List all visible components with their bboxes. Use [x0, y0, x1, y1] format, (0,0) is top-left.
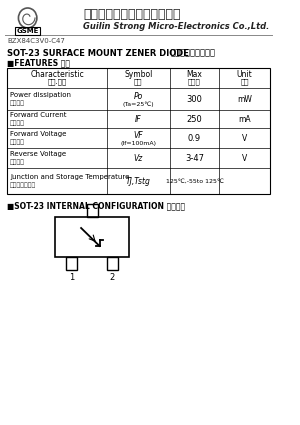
Text: 反向電壓: 反向電壓 [10, 159, 25, 165]
Bar [87, 204, 98, 217]
Text: mA: mA [238, 114, 251, 124]
Text: Unit: Unit [237, 70, 253, 79]
Text: 結溫和儲藏溫度: 結溫和儲藏溫度 [10, 182, 36, 188]
Text: Vz: Vz [134, 153, 143, 162]
Text: 0.9: 0.9 [188, 133, 201, 142]
Text: 250: 250 [187, 114, 202, 124]
Text: 正向電流: 正向電流 [10, 120, 25, 126]
Text: 2: 2 [110, 272, 115, 281]
Bar [107, 257, 118, 270]
Text: 耗散功率: 耗散功率 [10, 100, 25, 106]
Text: Junction and Storage Temperature: Junction and Storage Temperature [10, 174, 130, 180]
Text: Po: Po [134, 91, 143, 100]
Text: 單位: 單位 [241, 79, 249, 85]
Text: IF: IF [135, 114, 142, 124]
Text: Max: Max [187, 70, 202, 79]
Text: 300: 300 [187, 94, 202, 104]
Text: (If=100mA): (If=100mA) [120, 141, 156, 145]
Text: GSME: GSME [16, 28, 39, 34]
Text: V: V [242, 153, 247, 162]
Text: Power dissipation: Power dissipation [10, 92, 71, 98]
Text: TJ,Tstg: TJ,Tstg [126, 176, 151, 185]
Bar [66, 257, 77, 270]
Text: VF: VF [134, 130, 143, 139]
Text: 表面組裝穩壓二極管: 表面組裝穩壓二極管 [170, 48, 215, 57]
Text: Forward Current: Forward Current [10, 112, 67, 118]
Text: Reverse Voltage: Reverse Voltage [10, 151, 66, 157]
Text: SOT-23 SURFACE MOUNT ZENER DIODE: SOT-23 SURFACE MOUNT ZENER DIODE [8, 48, 189, 57]
Text: mW: mW [237, 94, 252, 104]
Text: Characteristic: Characteristic [30, 70, 84, 79]
Text: 桂林斯壯微電子有限責任公司: 桂林斯壯微電子有限責任公司 [83, 8, 181, 20]
Bar [8, 68, 270, 194]
Text: Guilin Strong Micro-Electronics Co.,Ltd.: Guilin Strong Micro-Electronics Co.,Ltd. [83, 22, 269, 31]
Text: V: V [242, 133, 247, 142]
Text: 3-47: 3-47 [185, 153, 204, 162]
Text: 符號: 符號 [134, 79, 142, 85]
Text: ■SOT-23 INTERNAL CONFIGURATION 內部結構: ■SOT-23 INTERNAL CONFIGURATION 內部結構 [8, 201, 185, 210]
Text: 1: 1 [69, 272, 74, 281]
Text: Forward Voltage: Forward Voltage [10, 131, 67, 137]
Text: Symbol: Symbol [124, 70, 152, 79]
Bar [55, 217, 129, 257]
Text: 正向電壓: 正向電壓 [10, 139, 25, 145]
Text: 特性.參數: 特性.參數 [47, 79, 67, 85]
Text: 最大額: 最大額 [188, 79, 201, 85]
Text: BZX84C3V0-C47: BZX84C3V0-C47 [8, 38, 65, 44]
Text: 125℃,-55to 125℃: 125℃,-55to 125℃ [166, 178, 224, 184]
Text: ■FEATURES 特點: ■FEATURES 特點 [8, 59, 70, 68]
Text: (Ta=25℃): (Ta=25℃) [122, 101, 154, 107]
